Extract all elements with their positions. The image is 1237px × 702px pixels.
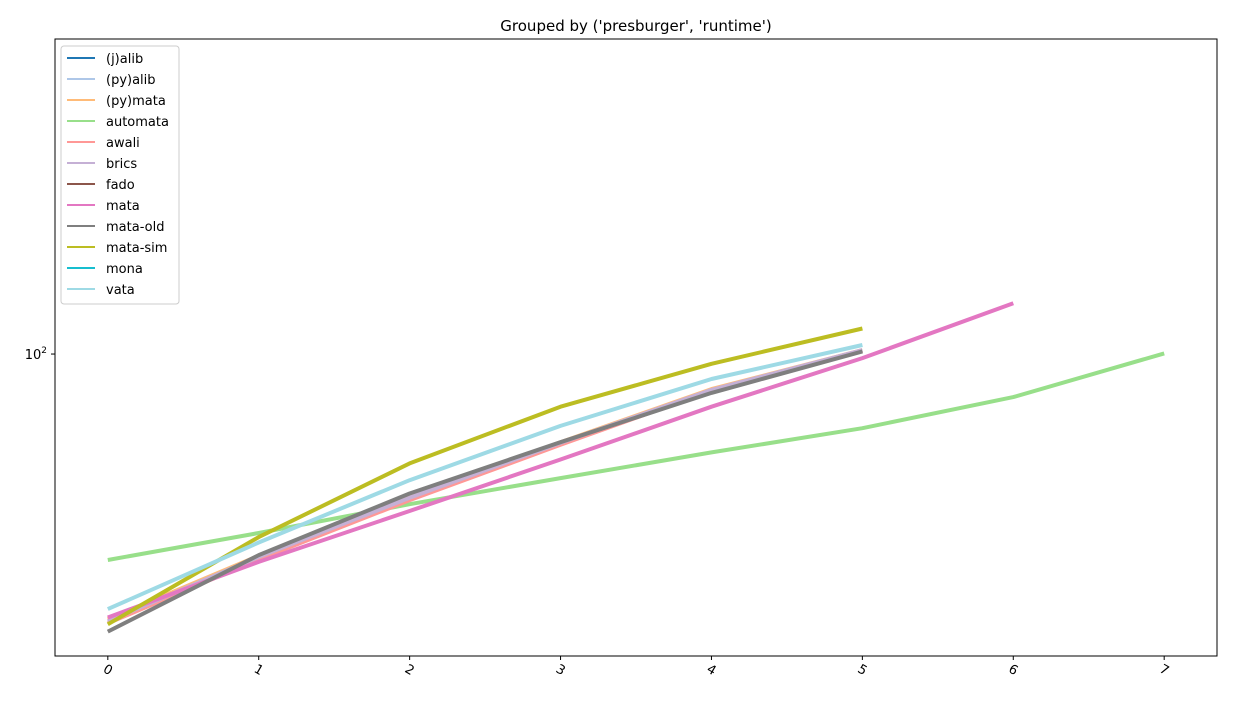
plot-frame bbox=[54, 38, 1218, 657]
y-tick-exponent: 2 bbox=[41, 346, 47, 356]
series-line bbox=[106, 343, 863, 611]
legend-label: vata bbox=[106, 283, 135, 298]
chart-title: Grouped by ('presburger', 'runtime') bbox=[500, 17, 771, 35]
legend-label: awali bbox=[106, 136, 140, 151]
legend-label: mata-sim bbox=[106, 241, 167, 256]
legend-label: brics bbox=[106, 157, 137, 172]
legend-label: automata bbox=[106, 115, 169, 130]
legend: (j)alib (py)alib (py)mata automata awali bric… bbox=[60, 45, 180, 305]
legend-label: (py)alib bbox=[106, 73, 156, 88]
series-line bbox=[107, 301, 1014, 620]
legend-label: mata bbox=[106, 199, 140, 214]
series-line bbox=[106, 349, 863, 634]
legend-box bbox=[60, 45, 180, 305]
y-tick-label: 102 bbox=[25, 346, 47, 363]
series-line bbox=[107, 351, 1165, 562]
legend-label: fado bbox=[106, 178, 135, 193]
legend-label: (py)mata bbox=[106, 94, 166, 109]
legend-label: mata-old bbox=[106, 220, 164, 235]
legend-label: mona bbox=[106, 262, 143, 277]
series-layer bbox=[106, 301, 1165, 634]
y-tick-base: 10 bbox=[25, 348, 42, 363]
legend-label: (j)alib bbox=[106, 52, 143, 67]
